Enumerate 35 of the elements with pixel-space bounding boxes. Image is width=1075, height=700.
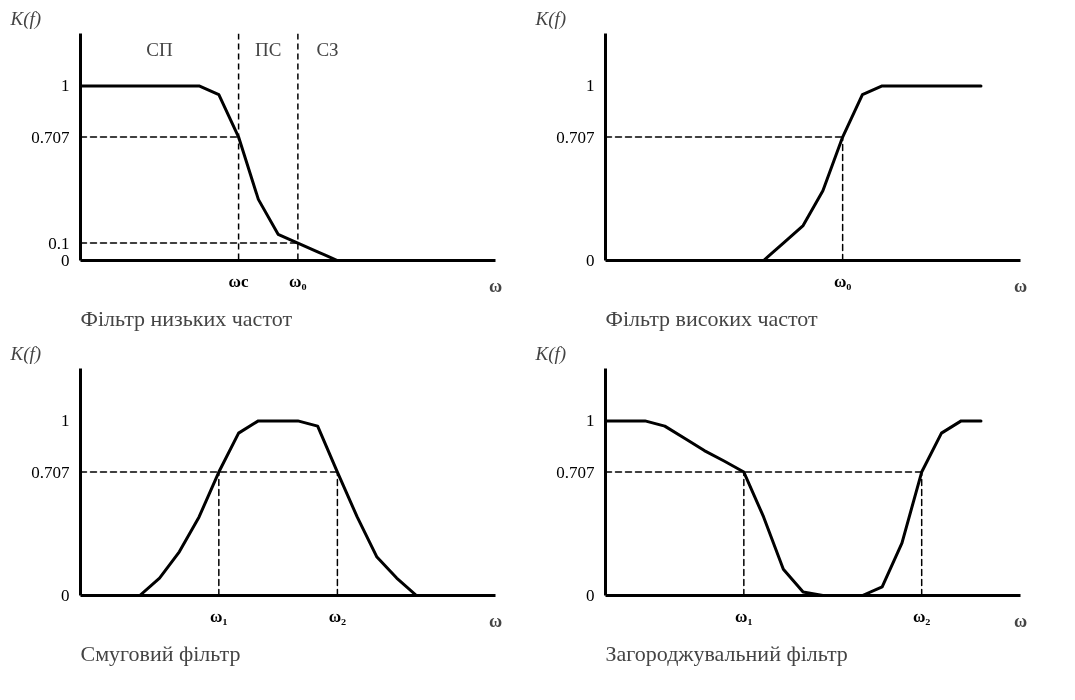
x-axis-title: ω xyxy=(488,610,503,631)
text: Фільтр низьких частот xyxy=(80,305,293,331)
y-axis-title: K(f) xyxy=(9,7,42,30)
annotation: ПС xyxy=(255,38,282,60)
y-tick-label: 0.707 xyxy=(556,462,595,482)
x-tick-label: ω₀ xyxy=(289,271,307,291)
y-tick-label: 0 xyxy=(586,251,595,270)
x-tick-label: ωc xyxy=(228,271,250,291)
annotation: СП xyxy=(146,38,174,60)
y-axis-title: K(f) xyxy=(9,342,42,365)
text: Фільтр високих частот xyxy=(605,305,819,331)
x-tick-label: ω₁ xyxy=(210,606,228,626)
y-tick-label: 0.707 xyxy=(31,127,70,147)
x-tick-label: ω₁ xyxy=(735,606,753,626)
y-tick-label: 1 xyxy=(61,76,70,96)
text: Загороджувальний фільтр xyxy=(605,640,848,666)
x-tick-label: ω₂ xyxy=(328,606,347,626)
x-axis-title: ω xyxy=(488,275,503,296)
x-axis-title: ω xyxy=(1013,610,1028,631)
annotation: СЗ xyxy=(316,38,339,60)
y-tick-label: 0 xyxy=(61,586,70,605)
y-axis-title: K(f) xyxy=(534,342,567,365)
text: Смуговий фільтр xyxy=(80,640,241,666)
x-tick-label: ω₀ xyxy=(833,271,852,291)
y-tick-label: 0.707 xyxy=(31,462,70,482)
y-tick-label: 1 xyxy=(61,411,70,431)
y-tick-label: 0.707 xyxy=(556,127,595,147)
y-tick-label: 1 xyxy=(586,76,595,96)
y-tick-label: 0.1 xyxy=(48,233,70,253)
y-tick-label: 1 xyxy=(586,411,595,431)
y-axis-title: K(f) xyxy=(534,7,567,30)
y-tick-label: 0 xyxy=(586,586,595,605)
x-axis-title: ω xyxy=(1013,275,1028,296)
x-tick-label: ω₂ xyxy=(912,606,931,626)
y-tick-label: 0 xyxy=(61,251,70,270)
